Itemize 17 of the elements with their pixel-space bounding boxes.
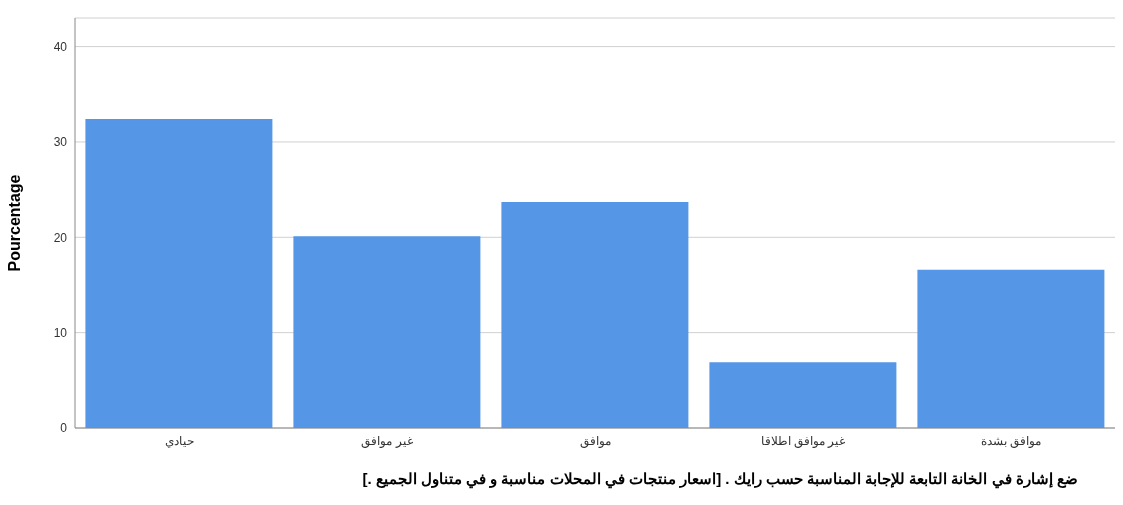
bar bbox=[501, 202, 689, 428]
y-tick-label: 40 bbox=[53, 39, 68, 54]
y-tick-label: 0 bbox=[60, 421, 68, 436]
y-tick-label: 30 bbox=[53, 135, 68, 150]
x-tick-label: موافق bbox=[579, 433, 611, 448]
bar bbox=[709, 362, 897, 428]
bar bbox=[293, 236, 481, 428]
x-tick-label: غير موافق bbox=[361, 433, 413, 448]
x-tick-label: غير موافق اطلاقا bbox=[760, 433, 846, 448]
bar bbox=[85, 119, 273, 428]
y-axis-title: Pourcentage bbox=[5, 174, 23, 272]
y-tick-label: 10 bbox=[53, 325, 68, 340]
y-tick-label: 20 bbox=[53, 230, 68, 245]
x-tick-label: موافق بشدة bbox=[980, 433, 1042, 448]
bar bbox=[917, 269, 1105, 428]
x-axis-title: ضع إشارة في الخانة التابعة للإجابة المناسبة حسب رايك . [اسعار منتجات في المحلات مناسبة و في متناول الجميع .] bbox=[361, 470, 1078, 488]
x-tick-label: حيادي bbox=[164, 433, 194, 448]
